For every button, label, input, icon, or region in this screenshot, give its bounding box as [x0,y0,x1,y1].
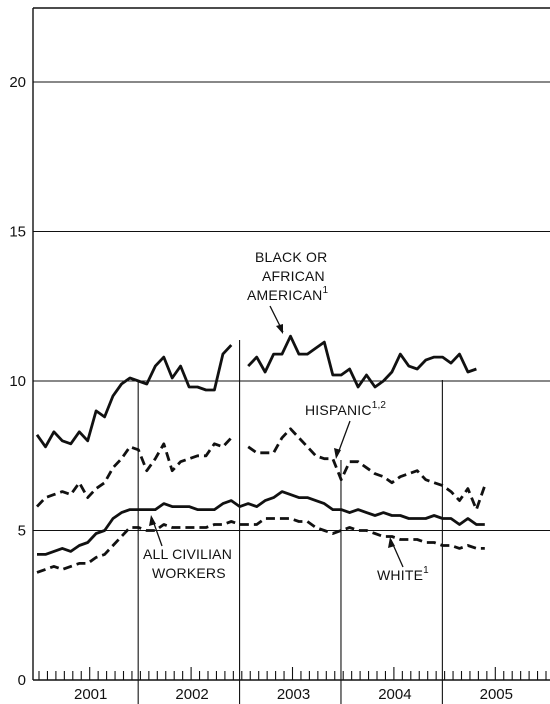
series-line-hispanic [247,427,487,511]
y-tick-label: 20 [9,74,26,91]
x-axis-ticks: 2001 2002 2003 2004 2005 [38,667,547,704]
y-axis-tick-labels: 0 5 10 15 20 [9,74,26,689]
annotation-white-text: WHITE [377,567,423,583]
annotation-black-line3: AMERICAN1 [247,285,329,303]
y-tick-label: 15 [9,224,26,241]
year-dividers [137,340,443,680]
annotation-all-line1: ALL CIVILIAN [143,546,232,562]
x-tick-label: 2004 [378,686,411,703]
series-line-black-or-african-american [247,334,477,389]
series-line-black-or-african-american [35,344,233,449]
annotation-black-line3-text: AMERICAN [247,287,323,303]
annotation-black-sup: 1 [323,285,329,296]
x-tick-label: 2001 [74,686,107,703]
plot-frame [32,7,550,681]
annotation-white: WHITE1 [377,565,429,583]
series-line-white [36,517,485,574]
x-tick-label: 2003 [277,686,310,703]
series-line-hispanic [35,436,233,508]
annotation-black-line1: BLACK OR [255,249,327,265]
series-annotations: BLACK OR AFRICAN AMERICAN1 HISPANIC1,2 A… [143,249,429,583]
gridlines [33,81,550,531]
y-tick-label: 5 [18,523,26,540]
annotation-white-sup: 1 [423,565,429,576]
arrow-white-head [388,537,395,548]
x-tick-label: 2005 [480,686,513,703]
y-tick-label: 0 [18,672,26,689]
x-tick-label: 2002 [175,686,208,703]
annotation-hispanic: HISPANIC1,2 [305,400,386,418]
data-series [35,334,487,574]
annotation-arrows [149,305,404,568]
arrow-black-head [276,324,283,334]
annotation-black-line2: AFRICAN [262,268,325,284]
annotation-all-line2: WORKERS [152,565,226,581]
series-line-all-civilian-workers [37,490,485,556]
annotation-hispanic-text: HISPANIC [305,402,372,418]
arrow-hispanic-head [334,448,341,459]
arrow-all-head [149,515,156,526]
y-tick-label: 10 [9,373,26,390]
annotation-hispanic-sup: 1,2 [372,400,387,411]
